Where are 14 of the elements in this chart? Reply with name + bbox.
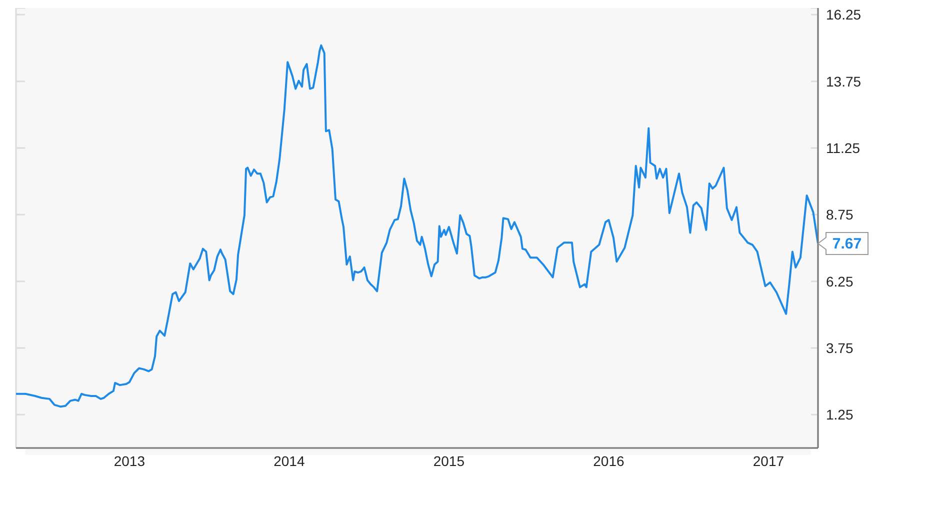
line-series — [16, 44, 818, 408]
x-tick-label: 2013 — [114, 452, 146, 469]
x-tick-label: 2016 — [593, 452, 624, 469]
y-tick-label: 6.25 — [826, 273, 854, 290]
y-tick-label: 16.25 — [826, 6, 862, 23]
data-label: 7.67 — [832, 235, 862, 252]
y-tick-label: 3.75 — [826, 340, 854, 356]
y-tick-label: 8.75 — [826, 206, 854, 223]
x-tick-label: 2015 — [433, 452, 465, 469]
x-tick-label: 2017 — [752, 452, 784, 469]
y-tick-label: 11.25 — [826, 140, 860, 156]
x-tick-label: 2014 — [274, 452, 305, 469]
y-tick-label: 1.25 — [826, 406, 854, 423]
y-tick-label: 13.75 — [826, 73, 862, 90]
